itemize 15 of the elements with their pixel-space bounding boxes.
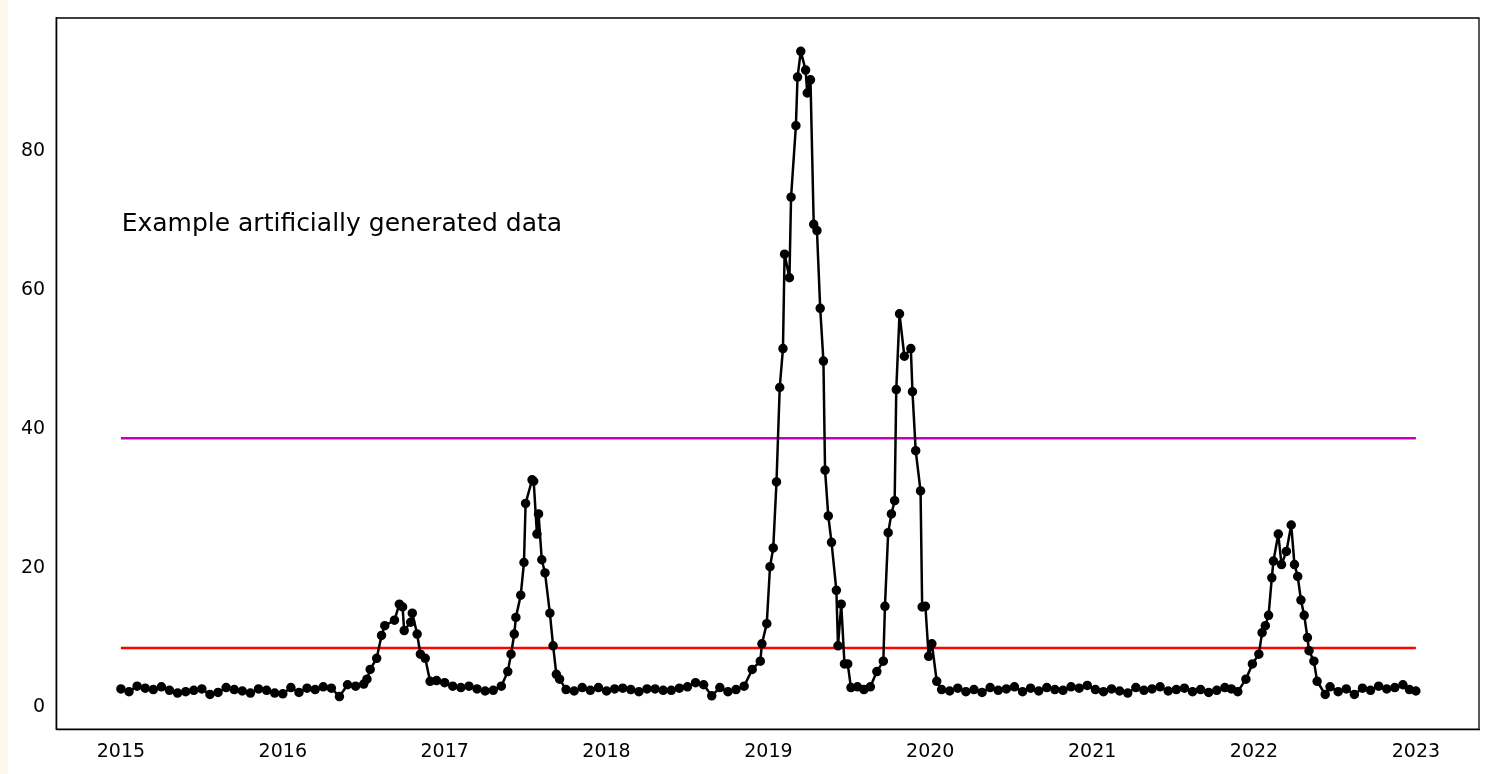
y-tick-label: 20 (20, 555, 46, 578)
x-tick-label: 2023 (1391, 738, 1441, 761)
y-tick-label: 60 (20, 277, 46, 300)
x-tick-label: 2016 (258, 738, 307, 761)
y-tick-label: 80 (20, 138, 46, 161)
annotation: Example artificially generated data (121, 207, 563, 237)
y-tick-label: 40 (20, 416, 46, 439)
x-tick-label: 2015 (96, 738, 146, 761)
x-tick-label: 2021 (1067, 738, 1117, 761)
y-tick-label: 0 (33, 693, 46, 716)
x-tick-label: 2018 (582, 738, 631, 761)
x-tick-label: 2019 (744, 738, 793, 761)
x-tick-label: 2020 (906, 738, 955, 761)
x-tick-label: 2022 (1229, 738, 1279, 761)
x-tick-label: 2017 (420, 738, 469, 761)
